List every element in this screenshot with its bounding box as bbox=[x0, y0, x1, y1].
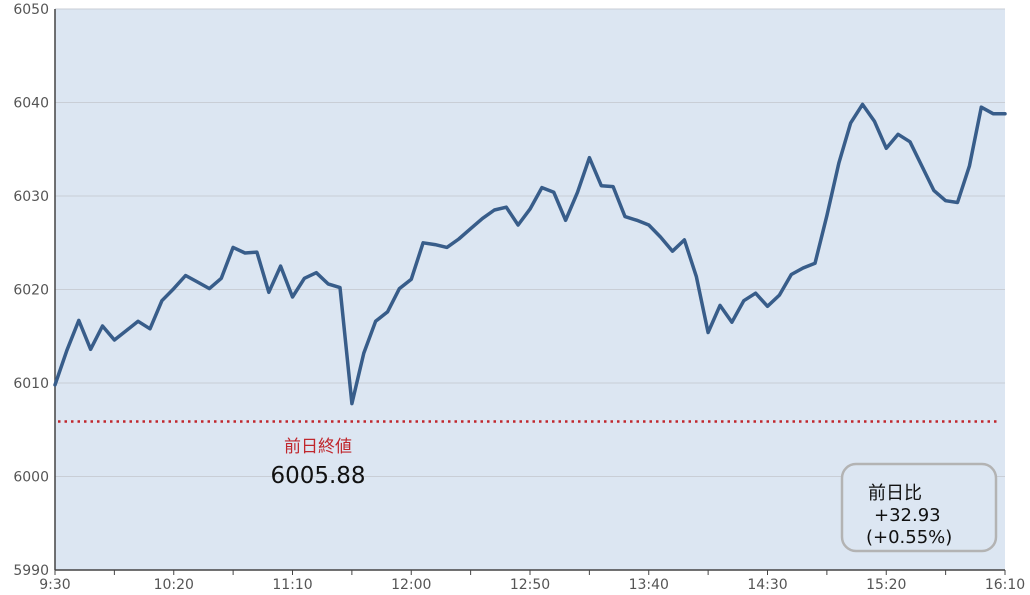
x-tick-930: 9:30 bbox=[39, 577, 70, 593]
x-tick-1340: 13:40 bbox=[629, 577, 669, 593]
change-label: 前日比 bbox=[868, 483, 922, 504]
previous-close-label: 前日終値 bbox=[284, 437, 352, 457]
x-tick-labels: 9:30 10:20 11:10 12:00 12:50 13:40 14:30 15:20 1… bbox=[39, 577, 1025, 593]
y-tick-6010: 6010 bbox=[13, 376, 49, 392]
gridlines bbox=[55, 8, 1005, 477]
x-tick-1430: 14:30 bbox=[747, 577, 787, 593]
x-tick-1520: 15:20 bbox=[866, 577, 906, 593]
y-tick-labels: 5990 6000 6010 6020 6030 6040 6050 bbox=[13, 2, 49, 579]
change-points: +32.93 bbox=[874, 505, 941, 526]
y-tick-5990: 5990 bbox=[13, 563, 49, 579]
change-percent: (+0.55%) bbox=[866, 527, 952, 548]
x-tick-1200: 12:00 bbox=[391, 577, 431, 593]
change-summary-box: 前日比 +32.93 (+0.55%) bbox=[840, 462, 998, 553]
x-tick-1250: 12:50 bbox=[510, 577, 550, 593]
price-series-line bbox=[53, 102, 1007, 406]
x-tick-1020: 10:20 bbox=[154, 577, 194, 593]
y-tick-6000: 6000 bbox=[13, 470, 49, 486]
y-tick-6040: 6040 bbox=[13, 96, 49, 112]
x-tick-1610: 16:10 bbox=[985, 577, 1025, 593]
x-tick-1110: 11:10 bbox=[272, 577, 312, 593]
y-tick-6030: 6030 bbox=[13, 189, 49, 205]
y-tick-6050: 6050 bbox=[13, 2, 49, 18]
axes bbox=[54, 9, 1006, 575]
previous-close-value: 6005.88 bbox=[270, 463, 365, 489]
y-tick-6020: 6020 bbox=[13, 283, 49, 299]
